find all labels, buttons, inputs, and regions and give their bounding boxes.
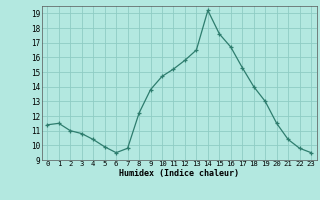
X-axis label: Humidex (Indice chaleur): Humidex (Indice chaleur) [119, 169, 239, 178]
